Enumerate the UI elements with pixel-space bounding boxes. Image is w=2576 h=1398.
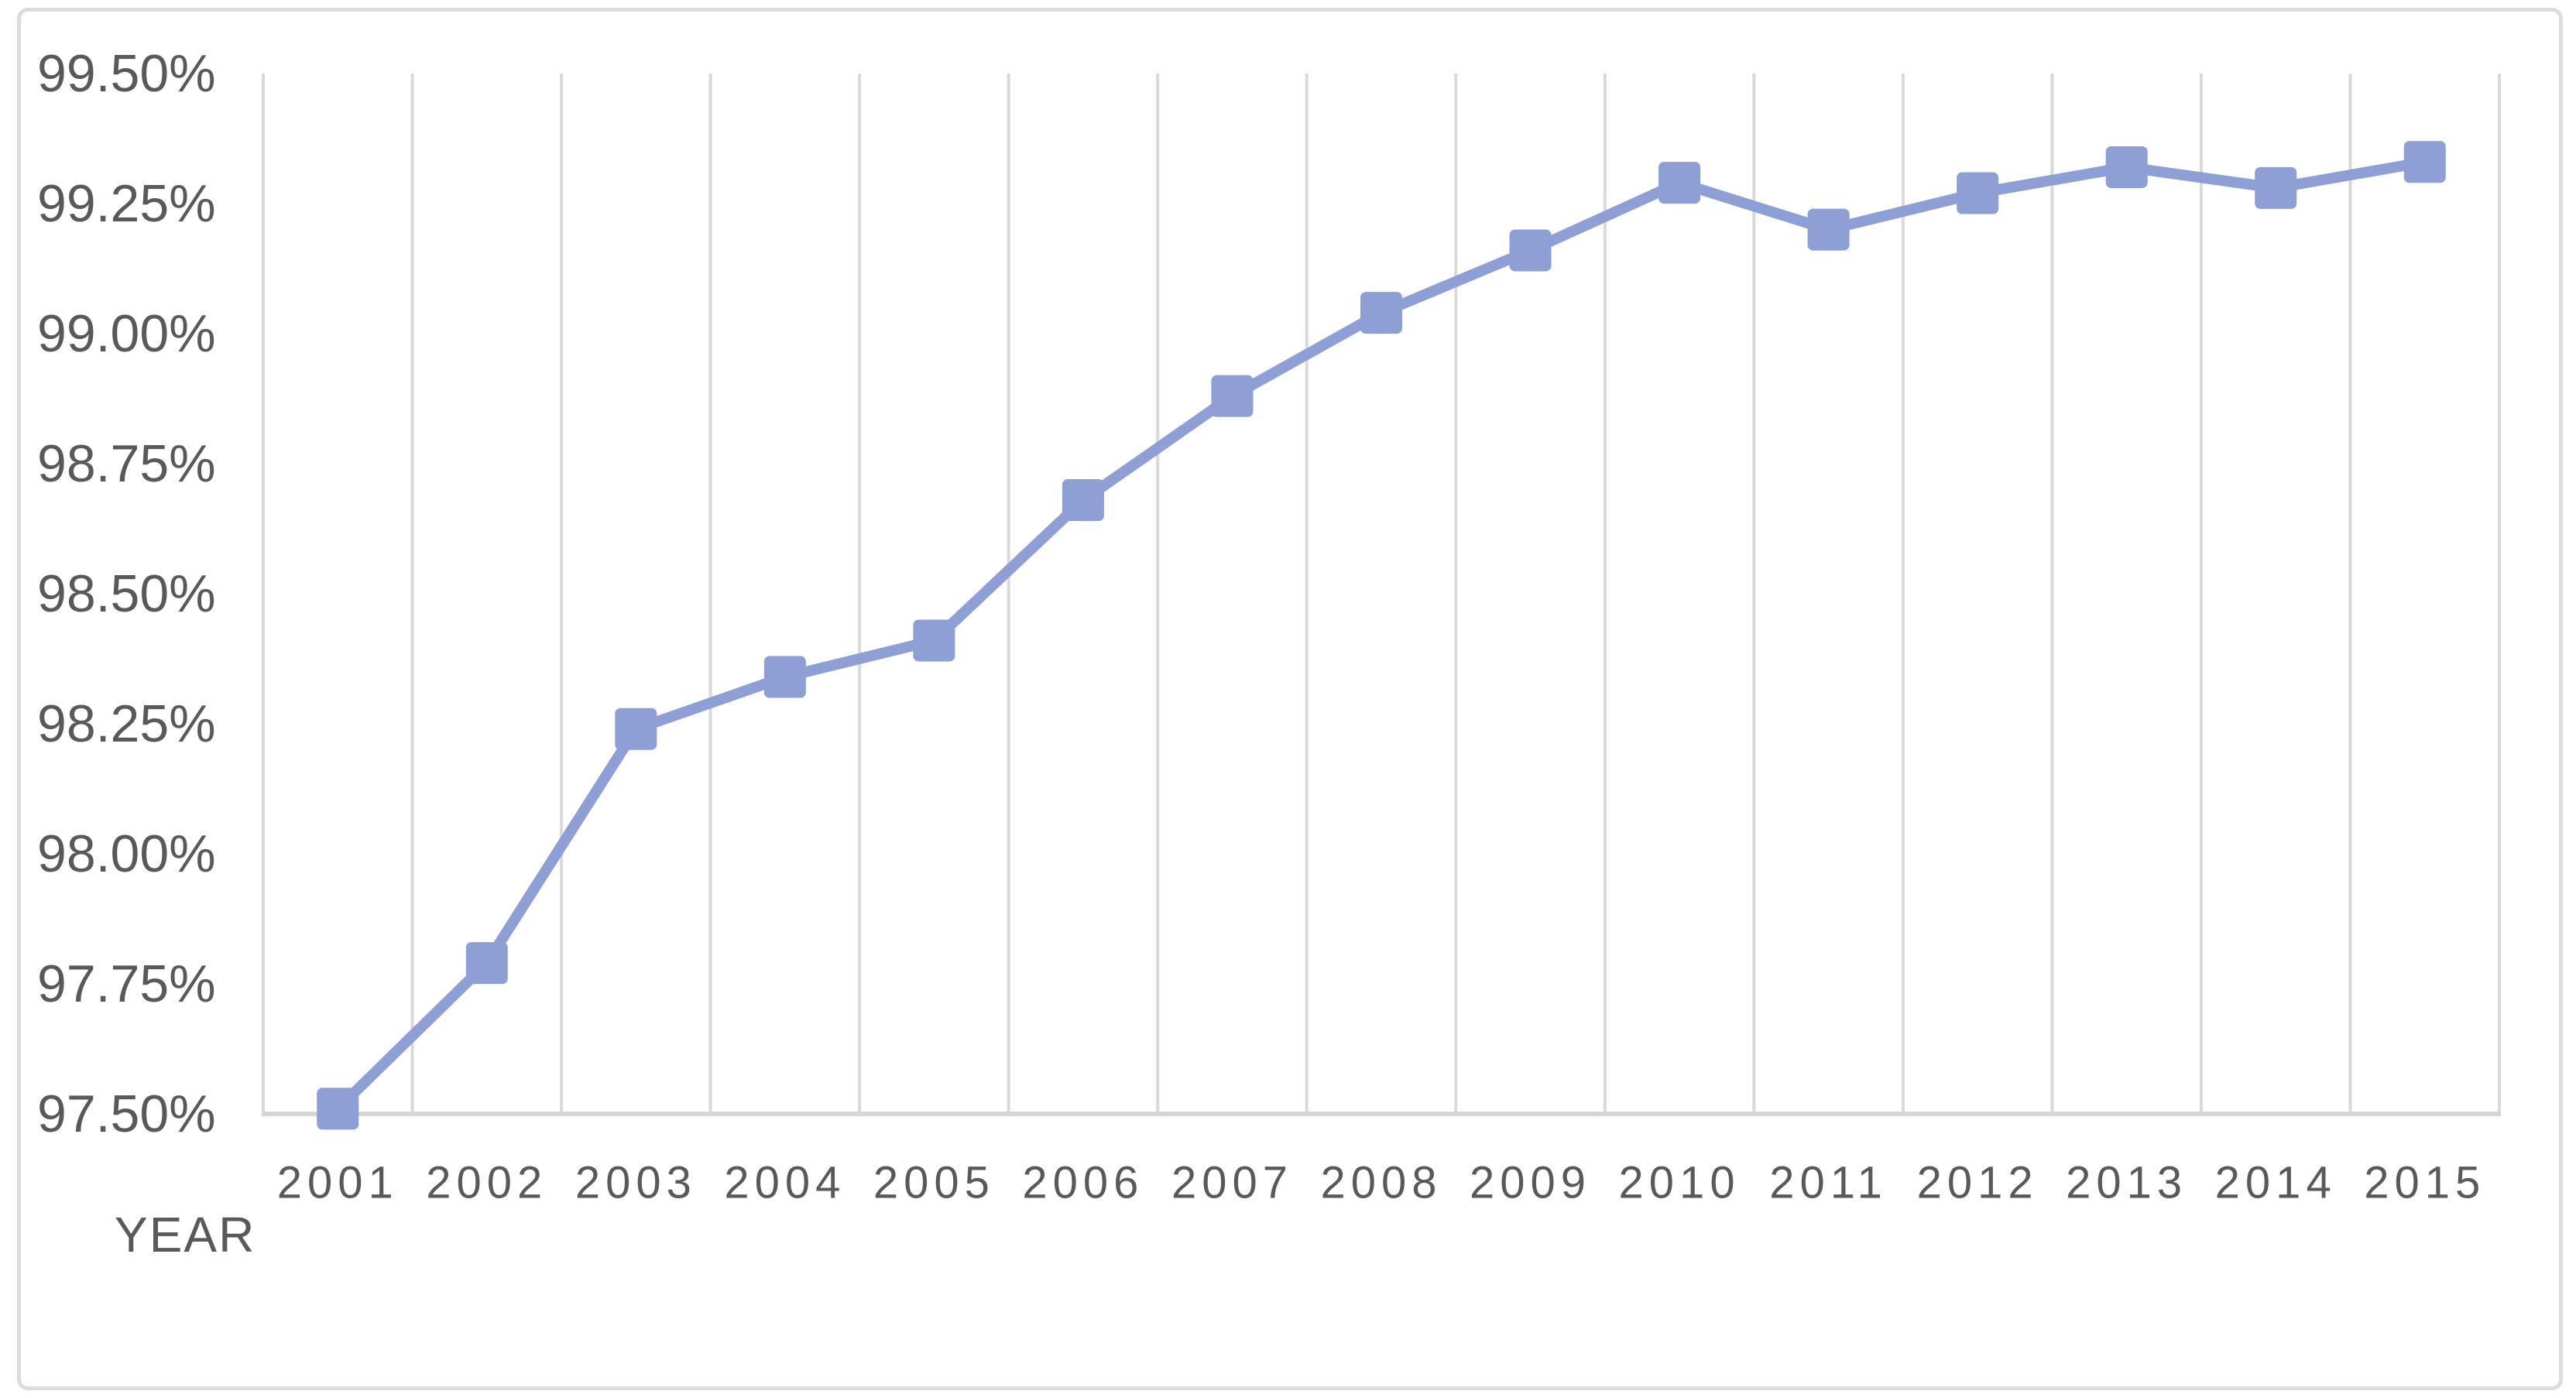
x-axis-tick-label: 2011: [1769, 1158, 1888, 1208]
chart-border-frame: [17, 8, 2563, 1390]
data-point-marker: [763, 656, 806, 698]
data-point-marker: [317, 1088, 359, 1130]
x-axis-tick-label: 2014: [2215, 1158, 2337, 1208]
y-axis-tick-label: 99.50%: [37, 44, 216, 103]
data-point-marker: [465, 942, 508, 985]
x-axis-tick-label: 2007: [1171, 1158, 1293, 1208]
y-axis-tick-label: 98.00%: [37, 824, 216, 883]
x-axis-tick-label: 2013: [2066, 1158, 2187, 1208]
x-axis-tick-label: 2001: [277, 1158, 399, 1208]
x-axis-tick-label: 2003: [575, 1158, 697, 1208]
x-axis-title: YEAR: [115, 1207, 256, 1263]
y-axis-tick-label: 97.75%: [37, 954, 216, 1013]
data-point-marker: [2255, 166, 2297, 209]
data-point-marker: [913, 619, 955, 662]
x-axis-tick-label: 2006: [1022, 1158, 1144, 1208]
y-axis-tick-label: 97.50%: [37, 1084, 216, 1143]
data-point-marker: [2105, 146, 2148, 188]
y-axis-tick-label: 99.25%: [37, 174, 216, 233]
data-point-marker: [1360, 292, 1402, 334]
data-point-marker: [2403, 141, 2446, 183]
x-axis-tick-label: 2005: [873, 1158, 995, 1208]
x-axis-tick-label: 2008: [1320, 1158, 1442, 1208]
data-point-marker: [1062, 479, 1104, 522]
data-point-marker: [1957, 172, 1999, 214]
x-axis-tick-label: 2009: [1470, 1158, 1591, 1208]
x-axis-tick-label: 2010: [1619, 1158, 1741, 1208]
x-axis-tick-label: 2002: [426, 1158, 547, 1208]
y-axis-tick-label: 98.50%: [37, 564, 216, 623]
data-point-marker: [1807, 208, 1850, 251]
y-axis-tick-label: 98.25%: [37, 694, 216, 753]
x-axis-tick-label: 2012: [1917, 1158, 2039, 1208]
x-axis-tick-label: 2015: [2364, 1158, 2485, 1208]
x-axis-tick-label: 2004: [724, 1158, 846, 1208]
y-axis-tick-label: 99.00%: [37, 304, 216, 363]
data-point-marker: [1658, 162, 1701, 204]
y-axis-tick-label: 98.75%: [37, 434, 216, 493]
data-point-marker: [1211, 375, 1254, 417]
data-point-marker: [1509, 229, 1552, 272]
data-point-marker: [615, 708, 657, 750]
